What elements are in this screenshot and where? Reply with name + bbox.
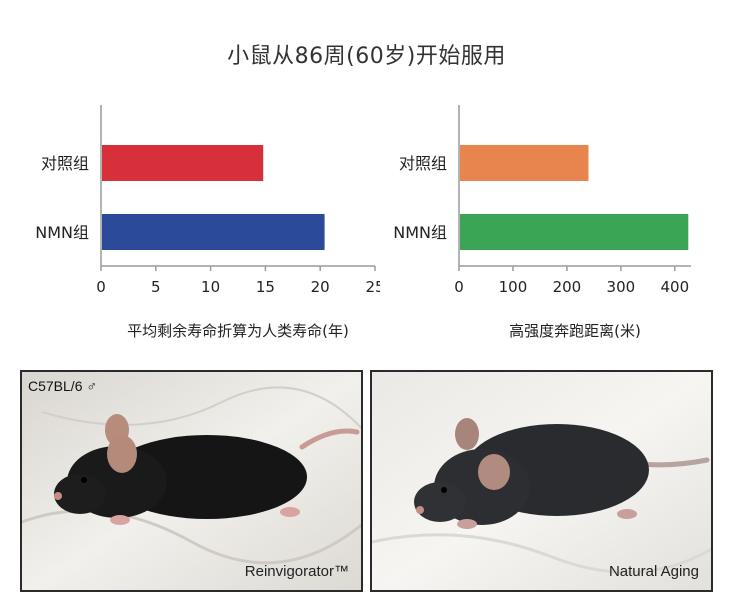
category-label: NMN组 <box>393 223 447 242</box>
strain-label: C57BL/6 ♂ <box>28 378 97 394</box>
x-tick-label: 15 <box>256 278 275 296</box>
right-photo-caption: Natural Aging <box>608 563 699 580</box>
lifespan-bar-chart: 对照组 NMN组 0 5 10 15 20 25 平均剩余寿命折算为人类寿命(年) <box>35 105 380 340</box>
photo-natural-aging-mouse: Natural Aging <box>370 370 713 592</box>
category-label: NMN组 <box>35 223 89 242</box>
x-axis-label: 高强度奔跑距离(米) <box>509 322 641 340</box>
x-tick-label: 400 <box>660 278 689 296</box>
category-label: 对照组 <box>41 154 89 173</box>
x-tick-label: 5 <box>151 278 161 296</box>
x-tick-label: 200 <box>553 278 582 296</box>
young-mouse-image <box>22 372 361 590</box>
bar-nmn <box>460 214 689 250</box>
bar-control <box>102 145 264 181</box>
running-distance-bar-chart: 对照组 NMN组 0 100 200 300 400 高强度奔跑距离(米) <box>393 105 691 340</box>
x-tick-label: 300 <box>607 278 636 296</box>
x-tick-label: 0 <box>96 278 106 296</box>
x-tick-label: 0 <box>454 278 464 296</box>
aged-mouse-image <box>372 372 711 590</box>
x-axis-label: 平均剩余寿命折算为人类寿命(年) <box>127 322 349 340</box>
x-tick-label: 25 <box>365 278 380 296</box>
category-label: 对照组 <box>399 154 447 173</box>
bar-nmn <box>102 214 325 250</box>
chart-title: 小鼠从86周(60岁)开始服用 <box>227 44 506 69</box>
bar-control <box>460 145 589 181</box>
x-tick-label: 10 <box>201 278 220 296</box>
x-tick-label: 20 <box>311 278 330 296</box>
left-photo-caption: Reinvigorator™ <box>244 563 349 580</box>
x-tick-label: 100 <box>499 278 528 296</box>
photo-reinvigorator-mouse: C57BL/6 ♂ Reinvigorator™ <box>20 370 363 592</box>
